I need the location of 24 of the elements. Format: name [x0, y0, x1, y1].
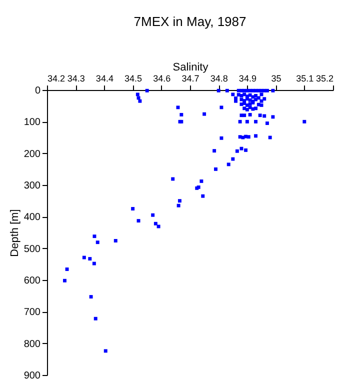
y-tick-label: 600	[24, 276, 41, 286]
y-tick-label: 900	[24, 370, 41, 382]
x-tick-label: 35.1	[296, 74, 314, 84]
x-tick-label: 34.2	[48, 74, 66, 84]
y-tick-label: 800	[24, 338, 41, 350]
x-tick-label: 34.6	[153, 74, 171, 84]
y-tick-label: 700	[24, 307, 41, 318]
y-tick-label: 300	[24, 180, 41, 192]
x-tick-label: 34.4	[96, 74, 114, 84]
y-tick-label: 400	[24, 212, 41, 224]
y-tick-label: 0	[34, 86, 41, 96]
y-axis-title: Depth [m]	[8, 209, 21, 257]
chart-title: 7MEX in May, 1987	[134, 14, 246, 29]
y-tick-label: 200	[24, 148, 41, 160]
x-tick-label: 34.9	[238, 74, 256, 84]
x-tick-label: 35.2	[316, 74, 334, 84]
x-tick-label: 34.7	[182, 74, 200, 84]
x-tick-label: 34.3	[67, 74, 85, 84]
y-tick-label: 500	[24, 244, 41, 255]
x-axis-title: Salinity	[172, 62, 209, 74]
x-tick-label: 34.8	[210, 74, 228, 84]
y-tick-label: 100	[24, 117, 41, 128]
x-tick-label: 34.5	[124, 74, 142, 84]
x-tick-label: 35	[271, 74, 282, 84]
